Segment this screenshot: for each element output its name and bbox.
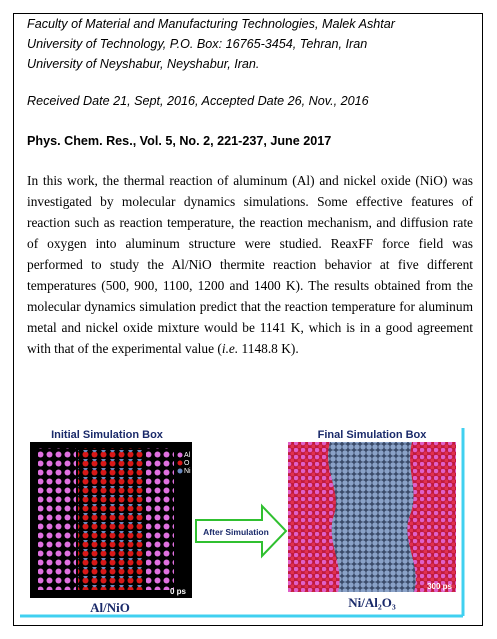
time-label: 0 ps [170,587,187,596]
dates: Received Date 21, Sept, 2016, Accepted D… [27,94,369,108]
right-title: Final Simulation Box [318,429,428,441]
left-caption: Al/NiO [90,600,130,615]
ni-region [328,442,416,592]
legend-label: O [184,460,190,467]
al-region [146,448,174,590]
abstract: In this work, the thermal reaction of al… [27,170,473,359]
legend-dot [177,468,183,474]
frame [13,13,483,626]
affiliation: Faculty of Material and Manufacturing Te… [27,14,395,74]
affiliation-line: University of Neyshabur, Neyshabur, Iran… [27,57,260,71]
time-label: 300 ps [427,582,452,591]
nio-region [78,448,144,590]
arrow [195,503,288,559]
legend-label: Al [184,452,191,459]
left-title: Initial Simulation Box [51,429,164,441]
legend-dot [177,460,183,466]
citation: Phys. Chem. Res., Vol. 5, No. 2, 221-237… [27,134,332,148]
abstract-text: 1148.8 K). [238,341,299,356]
abstract-text: In this work, the thermal reaction of al… [27,173,473,356]
right-caption: Ni/Al₂O₃ [348,595,396,610]
arrow-label: After Simulation [203,527,269,537]
legend-label: Ni [184,468,191,475]
affiliation-line: Faculty of Material and Manufacturing Te… [27,17,395,31]
legend-dot [177,452,183,458]
abstract-italic: i.e. [221,341,239,356]
al-region [38,448,76,590]
affiliation-line: University of Technology, P.O. Box: 1676… [27,37,368,51]
